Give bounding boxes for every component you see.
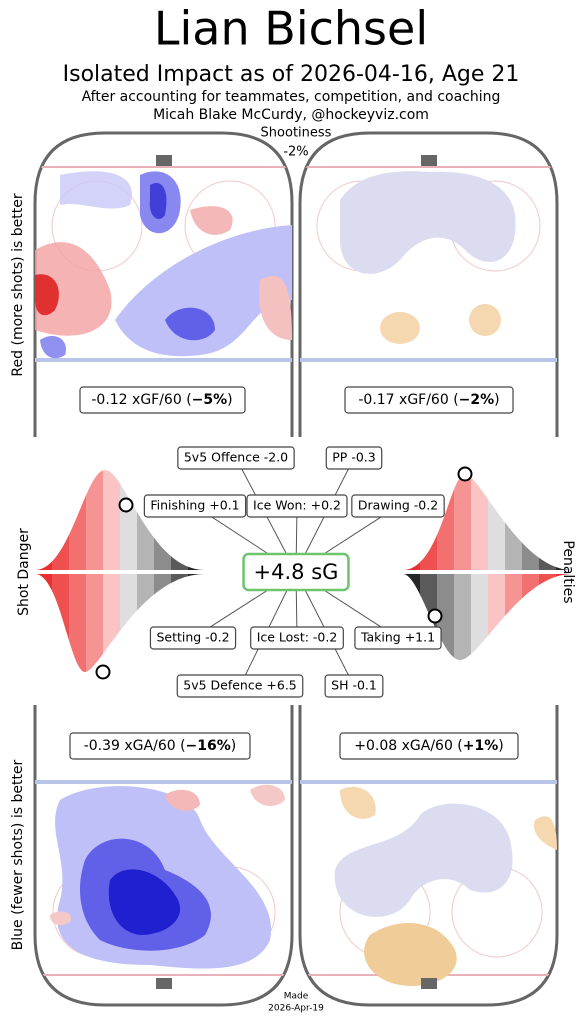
paren: ) [498,738,503,754]
band [120,470,138,570]
rate: -0.17 xGF/60 ( [358,392,458,408]
total-box [242,552,350,592]
component-box [176,674,304,698]
component: Ice Lost: -0.2 [250,626,344,650]
pct: −5% [192,392,228,408]
band [103,470,121,570]
component: PP -0.3 [325,446,383,470]
rink [298,131,559,437]
band [69,574,87,672]
paren: ) [494,392,499,408]
rink-label: -0.39 xGA/60 (−16%) [69,732,251,760]
shootiness-value: -2% [283,145,308,160]
marker [427,608,443,624]
band [539,474,557,570]
component-label: Drawing -0.2 [358,498,438,513]
note: After accounting for teammates, competit… [82,89,501,105]
band [522,474,540,570]
side-label: Shot Danger [16,528,32,616]
band [471,474,489,570]
rate: -0.12 xGF/60 ( [91,392,191,408]
component-label: Ice Won: +0.2 [253,498,341,513]
component: 5v5 Offence -2.0 [177,446,295,470]
component: Ice Won: +0.2 [246,494,348,518]
component-box [246,494,348,518]
components: 5v5 Offence -2.0 PP -0.3 Finishing +0.1 Ice… [143,446,445,698]
shootiness-label: Shootiness [261,126,332,141]
total-label: +4.8 sG [254,560,339,584]
marker [95,664,111,680]
band [52,470,70,570]
component-label: Setting -0.2 [156,630,229,645]
total: +4.8 sG [242,552,350,592]
footer-made: Made [284,992,309,1002]
component-label: 5v5 Offence -2.0 [184,450,288,465]
component-box [177,446,295,470]
component: Setting -0.2 [149,626,237,650]
band [454,574,472,660]
rink [298,705,559,1007]
band [35,470,53,570]
footer-date: 2026-Apr-19 [268,1004,324,1014]
band [471,574,489,660]
rink-label: -0.17 xGF/60 (−2%) [344,386,514,414]
rink-label: -0.12 xGF/60 (−5%) [79,386,246,414]
rate: -0.39 xGA/60 ( [84,738,186,754]
author: Micah Blake McCurdy, @hockeyviz.com [153,107,429,123]
component-label: PP -0.3 [332,450,375,465]
component-box [250,626,344,650]
component: Drawing -0.2 [351,494,445,518]
band [556,474,572,570]
band [505,474,523,570]
component: 5v5 Defence +6.5 [176,674,304,698]
svg-text:+0.08 xGA/60 (+1%): +0.08 xGA/60 (+1%) [354,738,503,754]
component-label: SH -0.1 [331,678,377,693]
rink [33,131,294,437]
component-label: 5v5 Defence +6.5 [183,678,297,693]
component: Finishing +0.1 [143,494,247,518]
component: Taking +1.1 [354,626,442,650]
component-box [143,494,247,518]
side-label: Blue (fewer shots) is better [10,759,26,950]
component-box [325,446,383,470]
band [488,474,506,570]
side-label: Penalties [560,540,576,603]
component-box [149,626,237,650]
title: Lian Bichsel [154,2,428,56]
component-label: Taking +1.1 [360,630,435,645]
component-box [354,626,442,650]
rink-label: +0.08 xGA/60 (+1%) [339,732,519,760]
marker [457,466,473,482]
component-box [324,674,384,698]
svg-text:-0.17 xGF/60 (−2%): -0.17 xGF/60 (−2%) [358,392,499,408]
band [454,474,472,570]
band [86,574,104,672]
component: SH -0.1 [324,674,384,698]
pct: −16% [186,738,231,754]
paren: ) [231,738,236,754]
side-label: Red (more shots) is better [10,193,26,376]
svg-text:-0.12 xGF/60 (−5%): -0.12 xGF/60 (−5%) [91,392,232,408]
component-label: Finishing +0.1 [150,498,239,513]
rate: +0.08 xGA/60 ( [354,738,463,754]
marker [118,497,134,513]
band [86,470,104,570]
component-label: Ice Lost: -0.2 [257,630,338,645]
rink [33,705,294,1007]
svg-text:-0.39 xGA/60 (−16%): -0.39 xGA/60 (−16%) [84,738,237,754]
pct: −2% [459,392,495,408]
subtitle: Isolated Impact as of 2026-04-16, Age 21 [63,62,520,87]
paren: ) [227,392,232,408]
component-box [351,494,445,518]
pct: +1% [463,738,499,754]
